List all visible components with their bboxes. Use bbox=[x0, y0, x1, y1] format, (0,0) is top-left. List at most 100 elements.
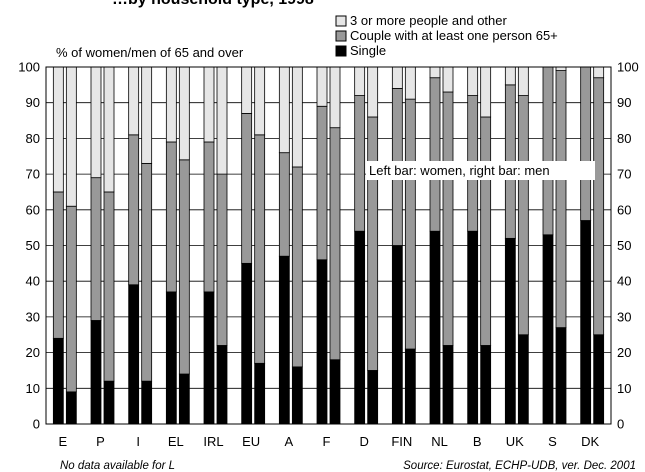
y-tick-right-20: 20 bbox=[617, 345, 631, 360]
bar-i-men-3 bbox=[141, 66, 153, 164]
bar-fin-men-3 bbox=[404, 66, 416, 100]
y-tick-right-70: 70 bbox=[617, 167, 631, 182]
category-label-b: B bbox=[473, 434, 482, 449]
bar-el-women-couple bbox=[165, 141, 177, 293]
bar-nl-men-3 bbox=[442, 66, 454, 93]
bar-irl-men-single bbox=[216, 345, 228, 425]
bar-nl-women-couple bbox=[429, 77, 441, 232]
gridlines bbox=[46, 102, 611, 389]
bar-dk-women-single bbox=[580, 220, 592, 425]
bar-p-men-couple bbox=[103, 191, 115, 382]
category-label-nl: NL bbox=[431, 434, 448, 449]
bar-i-women-3 bbox=[128, 66, 140, 136]
bar-i-women-single bbox=[128, 284, 140, 425]
y-tick-left-90: 90 bbox=[26, 95, 40, 110]
y-tick-right-100: 100 bbox=[617, 60, 639, 75]
bar-a-women-couple bbox=[278, 152, 290, 257]
bar-f-women-single bbox=[316, 259, 328, 425]
bar-s-men-couple bbox=[555, 70, 567, 329]
category-labels: E P I EL IRL EU A F D FIN NL B UK S DK bbox=[58, 434, 599, 449]
bar-d-women-3 bbox=[354, 66, 366, 96]
category-label-irl: IRL bbox=[203, 434, 223, 449]
bar-p-women-single bbox=[90, 320, 102, 425]
bar-nl-men-single bbox=[442, 345, 454, 425]
bar-f-men-3 bbox=[329, 66, 341, 129]
bar-s-women-couple bbox=[542, 66, 554, 236]
y-tick-right-30: 30 bbox=[617, 309, 631, 324]
bar-d-men-3 bbox=[367, 66, 379, 118]
bar-irl-men-3 bbox=[216, 66, 228, 175]
category-label-uk: UK bbox=[506, 434, 524, 449]
bar-b-women-3 bbox=[467, 66, 479, 96]
bar-p-women-couple bbox=[90, 177, 102, 321]
bar-uk-men-single bbox=[517, 334, 529, 425]
y-tick-right-10: 10 bbox=[617, 381, 631, 396]
bar-fin-women-3 bbox=[391, 66, 403, 89]
category-label-eu: EU bbox=[242, 434, 260, 449]
note-source: Source: Eurostat, ECHP-UDB, ver. Dec. 20… bbox=[403, 460, 636, 472]
y-ticks-left: 0 10 20 30 40 50 60 70 80 90 100 bbox=[18, 60, 40, 432]
bar-d-women-single bbox=[354, 230, 366, 425]
y-tick-left-0: 0 bbox=[33, 417, 40, 432]
bar-fin-men-single bbox=[404, 348, 416, 425]
bar-i-men-couple bbox=[141, 162, 153, 382]
bar-b-men-couple bbox=[480, 116, 492, 346]
bar-e-men-single bbox=[65, 391, 77, 425]
bar-b-men-3 bbox=[480, 66, 492, 118]
bar-irl-men-couple bbox=[216, 173, 228, 346]
bar-s-women-single bbox=[542, 234, 554, 425]
bar-eu-women-single bbox=[241, 262, 253, 425]
bar-f-women-3 bbox=[316, 66, 328, 107]
bar-e-women-single bbox=[52, 337, 64, 425]
bar-e-women-couple bbox=[52, 191, 64, 339]
bar-fin-men-couple bbox=[404, 98, 416, 350]
legend: 3 or more people and other Couple with a… bbox=[335, 13, 558, 58]
legend-swatch-single bbox=[335, 45, 347, 57]
y-ticks-right: 0 10 20 30 40 50 60 70 80 90 100 bbox=[617, 60, 639, 432]
category-label-p: P bbox=[96, 434, 105, 449]
category-label-fin: FIN bbox=[391, 434, 412, 449]
bar-f-men-couple bbox=[329, 127, 341, 361]
legend-swatch-other bbox=[335, 15, 347, 27]
bar-s-men-3 bbox=[555, 66, 567, 71]
annotation-text: Left bar: women, right bar: men bbox=[369, 163, 550, 178]
bar-uk-women-3 bbox=[504, 66, 516, 86]
bar-f-men-single bbox=[329, 359, 341, 425]
category-label-el: EL bbox=[168, 434, 184, 449]
bar-uk-women-single bbox=[504, 237, 516, 425]
y-tick-left-50: 50 bbox=[26, 238, 40, 253]
bar-eu-men-single bbox=[254, 362, 266, 425]
category-label-f: F bbox=[323, 434, 331, 449]
y-tick-left-10: 10 bbox=[26, 381, 40, 396]
category-label-s: S bbox=[548, 434, 557, 449]
bar-i-women-couple bbox=[128, 134, 140, 286]
bar-i-men-single bbox=[141, 380, 153, 425]
bar-s-men-single bbox=[555, 327, 567, 425]
bar-eu-women-couple bbox=[241, 113, 253, 264]
bar-p-men-single bbox=[103, 380, 115, 425]
bar-p-men-3 bbox=[103, 66, 115, 193]
bar-b-men-single bbox=[480, 345, 492, 425]
y-tick-left-100: 100 bbox=[18, 60, 40, 75]
y-tick-right-50: 50 bbox=[617, 238, 631, 253]
bar-irl-women-single bbox=[203, 291, 215, 425]
bar-dk-men-3 bbox=[593, 66, 605, 79]
bar-e-women-3 bbox=[52, 66, 64, 193]
bar-nl-women-single bbox=[429, 230, 441, 425]
category-label-d: D bbox=[359, 434, 368, 449]
bar-e-men-3 bbox=[65, 66, 77, 207]
y-tick-left-60: 60 bbox=[26, 202, 40, 217]
bar-dk-men-couple bbox=[593, 77, 605, 336]
bar-eu-women-3 bbox=[241, 66, 253, 114]
y-axis-label: % of women/men of 65 and over bbox=[56, 45, 244, 60]
y-tick-left-20: 20 bbox=[26, 345, 40, 360]
y-tick-right-0: 0 bbox=[617, 417, 624, 432]
bar-nl-women-3 bbox=[429, 66, 441, 79]
bar-d-women-couple bbox=[354, 95, 366, 232]
bar-eu-men-3 bbox=[254, 66, 266, 136]
y-tick-right-40: 40 bbox=[617, 274, 631, 289]
bar-irl-women-couple bbox=[203, 141, 215, 293]
bar-d-men-couple bbox=[367, 116, 379, 371]
bar-dk-men-single bbox=[593, 334, 605, 425]
